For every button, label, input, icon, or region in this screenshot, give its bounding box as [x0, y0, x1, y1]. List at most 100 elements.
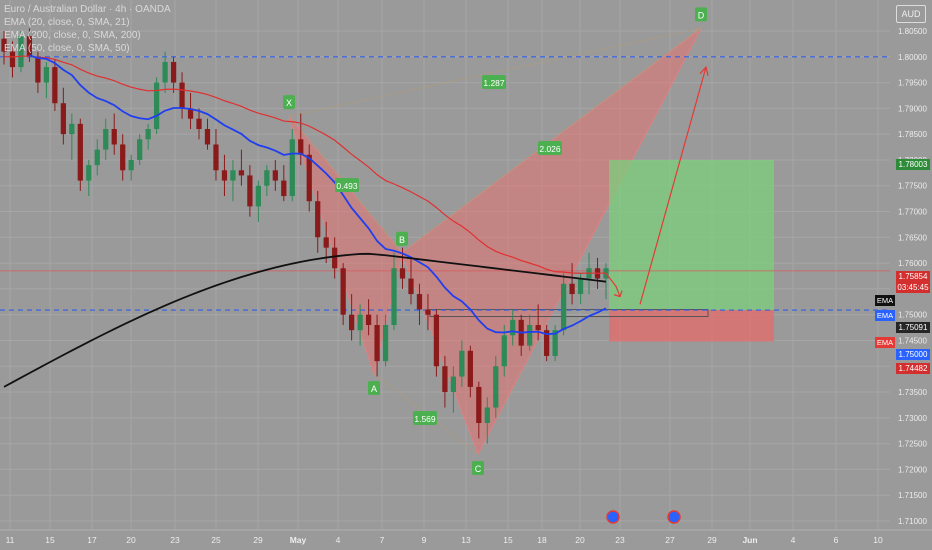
- candle-body: [264, 170, 270, 186]
- time-tick-label: Jun: [742, 535, 757, 545]
- price-tick-label: 1.80500: [898, 27, 927, 36]
- time-tick-label: 29: [707, 535, 717, 545]
- ratio-badge: [538, 141, 562, 155]
- candle-body: [52, 67, 58, 104]
- time-tick-label: 15: [503, 535, 513, 545]
- currency-badge[interactable]: AUD: [896, 5, 926, 23]
- ratio-label: 1.569: [414, 414, 436, 424]
- candle: [560, 273, 567, 336]
- pattern-bcd-triangle: [401, 28, 702, 456]
- candle-body: [450, 376, 457, 393]
- candle-body: [459, 350, 465, 377]
- candle-body: [340, 268, 346, 315]
- event-icon-2: [667, 510, 681, 524]
- candle-body: [221, 170, 228, 181]
- price-badge-label: 03:45:45: [897, 283, 929, 292]
- price-tick-label: 1.75000: [898, 311, 927, 320]
- pattern-point-label: B: [399, 235, 405, 245]
- candle-body: [255, 185, 261, 207]
- candle: [187, 92, 194, 129]
- candle-body: [425, 309, 431, 315]
- candle: [493, 355, 499, 418]
- candle-body: [26, 36, 33, 57]
- candle-body: [315, 201, 321, 238]
- candle: [221, 154, 228, 197]
- ema-tag: EMA: [875, 310, 895, 321]
- candle-body: [213, 144, 219, 171]
- price-tick-label: 1.71000: [898, 517, 927, 526]
- candle: [77, 118, 83, 191]
- ema-tag-label: EMA: [877, 338, 893, 347]
- pullback-arrow: [605, 273, 621, 297]
- candle-body: [569, 283, 575, 295]
- ratio-label: 0.493: [336, 181, 358, 191]
- pattern-point-label: X: [286, 98, 292, 108]
- candle-body: [493, 366, 499, 408]
- candle-body: [145, 129, 151, 140]
- ema-50-legend[interactable]: EMA (50, close, 0, SMA, 50): [4, 43, 130, 54]
- candle-body: [1, 38, 7, 52]
- candle-body: [552, 330, 558, 356]
- candle: [230, 159, 236, 202]
- ema-20-line: [29, 54, 607, 335]
- candle-body: [535, 325, 541, 331]
- candle: [399, 247, 406, 289]
- candle: [238, 149, 245, 186]
- price-badge-label: 1.75091: [899, 323, 928, 332]
- price-badge: 03:45:45: [896, 282, 930, 293]
- candle: [153, 77, 160, 135]
- candle: [323, 221, 329, 264]
- candle: [281, 165, 287, 202]
- ema-20-legend[interactable]: EMA (20, close, 0, SMA, 21): [4, 17, 130, 28]
- candle: [264, 165, 270, 197]
- candle: [332, 237, 338, 279]
- price-tick-label: 1.80000: [898, 53, 927, 62]
- candle-body: [86, 165, 92, 181]
- price-tick-label: 1.73500: [898, 388, 927, 397]
- candle: [162, 51, 168, 93]
- time-tick-label: 25: [211, 535, 221, 545]
- candle: [544, 325, 550, 362]
- candle: [196, 108, 202, 140]
- price-badge: 1.75000: [896, 349, 930, 360]
- candle: [298, 113, 304, 166]
- candle-body: [374, 325, 380, 362]
- ratio-badge: [335, 178, 359, 192]
- time-tick-label: 13: [461, 535, 471, 545]
- candle: [357, 304, 363, 346]
- candle: [52, 59, 58, 111]
- ema-tag-bg: [875, 337, 895, 348]
- time-tick-label: 20: [126, 535, 136, 545]
- candle: [374, 314, 380, 377]
- candle: [289, 129, 295, 202]
- candle-body: [77, 123, 83, 181]
- price-tick-label: 1.72500: [898, 440, 927, 449]
- symbol-title[interactable]: Euro / Australian Dollar · 4h · OANDA: [4, 4, 171, 15]
- ema-200-legend[interactable]: EMA (200, close, 0, SMA, 200): [4, 30, 141, 41]
- candle-body: [510, 319, 516, 336]
- candle: [382, 314, 389, 367]
- candle-body: [170, 61, 177, 83]
- ema-tag-label: EMA: [877, 296, 893, 305]
- candle-body: [442, 366, 448, 393]
- time-tick-label: 7: [380, 535, 385, 545]
- ratio-label: 1.287: [483, 78, 505, 88]
- ema-tag-bg: [875, 310, 895, 321]
- time-tick-label: 4: [791, 535, 796, 545]
- candles: [1, 28, 609, 444]
- candle-body: [230, 170, 236, 181]
- candle: [111, 113, 117, 155]
- time-axis-bg: [0, 530, 932, 550]
- ratio-label: 2.026: [539, 144, 561, 154]
- price-badge-bg: [896, 271, 930, 282]
- ema-tag: EMA: [875, 337, 895, 348]
- candle: [459, 340, 465, 387]
- candle-body: [560, 283, 567, 331]
- time-tick-label: 11: [6, 535, 15, 545]
- time-axis: 11 15 17 20 23 25 29 May 4 7 9 13 15 18 20 23 27 29 Jun 4 6 1…: [0, 529, 932, 550]
- candle: [450, 366, 457, 413]
- time-tick-label: 18: [537, 535, 547, 545]
- price-badge: 1.78003: [896, 159, 930, 170]
